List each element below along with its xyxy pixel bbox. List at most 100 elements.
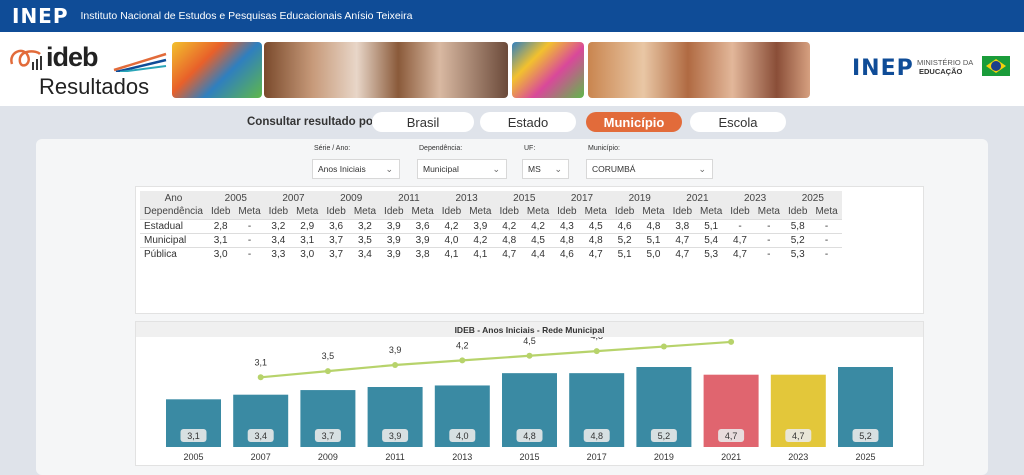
tab-escola[interactable]: Escola [690,112,786,132]
dependencia-value: Municipal [423,164,459,174]
table-cell: - [811,218,842,233]
table-cell: 4,4 [522,246,554,261]
serie-ano-label: Série / Ano: [314,145,351,152]
table-row: Estadual 2,8-3,2 2,9 3,6 3,2 3,9 3,6 4,2 3,9 4,2 4… [140,218,842,233]
dependencia-header: Dependência [140,205,207,219]
bar-value-label: 5,2 [859,431,872,441]
table-cell: 4,2 [522,218,554,233]
tab-brasil[interactable]: Brasil [372,112,474,132]
bar-value-label: 4,7 [725,431,738,441]
table-cell: 3,6 [322,218,350,233]
meta-point [257,374,264,381]
colorful-supplies-photo [512,42,584,98]
ideb-col-header: Ideb [437,205,466,219]
meta-value-label: 4,8 [590,337,603,341]
consult-by-label: Consultar resultado por: [247,116,382,128]
table-cell: 5,8 [783,218,812,233]
table-cell: 3,3 [264,246,293,261]
municipio-select[interactable]: CORUMBÁ ⌄ [586,159,713,179]
bar-label-box [382,429,409,442]
x-tick-label: 2013 [452,452,472,462]
meta-value-label: 3,1 [254,357,267,367]
table-cell: - [753,246,784,261]
dependencia-select[interactable]: Municipal ⌄ [417,159,507,179]
table-cell: - [811,246,842,261]
year-header: 2015 [495,191,554,205]
bar-label-box [650,429,677,442]
ministerio-line1: MINISTÉRIO DA [917,58,974,67]
ideb-table-container: Ano 2005 2007 2009 2011 2013 2015 2017 2019 2021… [135,186,924,314]
ideb-col-header: Ideb [610,205,639,219]
table-cell: 4,3 [553,218,581,233]
kids-smiling-photo [588,42,810,98]
ministerio-logo: MINISTÉRIO DA EDUCAÇÃO [917,58,973,76]
table-cell: 4,7 [580,246,611,261]
table-cell: 4,8 [553,232,581,247]
bar-label-box [449,429,476,442]
x-tick-label: 2007 [251,452,271,462]
resultados-title: Resultados [39,74,150,99]
meta-col-header: Meta [638,205,669,219]
chart-title: IDEB - Anos Iniciais - Rede Municipal [454,325,605,335]
banner: ideb Resultados INEP MINISTÉRIO DA EDUCA… [0,32,1024,106]
bar-label-box [314,429,341,442]
bar-value-label: 3,1 [187,431,200,441]
ideb-wordmark: ideb [46,42,99,72]
chevron-down-icon: ⌄ [698,164,706,174]
table-cell: 5,2 [783,232,812,247]
ideb-resultados-logo: ideb Resultados [6,40,171,102]
bar-value-label: 4,8 [590,431,603,441]
table-row: Municipal 3,1-3,4 3,1 3,7 3,5 3,9 3,9 4,0 4,2 4,8… [140,232,842,247]
meta-point [593,348,600,355]
table-cell: 4,7 [726,246,754,261]
uf-select[interactable]: MS ⌄ [522,159,569,179]
bar-label-box [852,429,879,442]
inep-logo-right: INEP [852,56,914,81]
meta-value-label: 4,5 [523,337,536,346]
tab-municipio[interactable]: Município [586,112,682,132]
meta-col-header: Meta [811,205,842,219]
table-cell: 3,7 [322,246,350,261]
ideb-table: Ano 2005 2007 2009 2011 2013 2015 2017 2019 2021… [140,191,842,261]
meta-point [324,368,331,375]
serie-ano-select[interactable]: Anos Iniciais ⌄ [312,159,400,179]
school-supplies-photo [172,42,262,98]
meta-col-header: Meta [234,205,265,219]
table-cell: 4,7 [726,232,754,247]
children-photo [264,42,508,98]
table-cell: 4,2 [465,232,496,247]
x-tick-label: 2023 [788,452,808,462]
table-cell: 4,2 [495,218,523,233]
table-cell: 4,1 [437,246,466,261]
x-tick-label: 2019 [654,452,674,462]
ideb-col-header: Ideb [495,205,523,219]
uf-label: UF: [524,145,536,152]
x-tick-label: 2009 [318,452,338,462]
ministerio-line2: EDUCAÇÃO [919,67,963,76]
table-cell: 5,3 [696,246,727,261]
tab-estado[interactable]: Estado [480,112,576,132]
table-cell: 4,0 [437,232,466,247]
chevron-down-icon: ⌄ [554,164,562,174]
table-cell: 5,1 [610,246,639,261]
bar-value-label: 3,4 [254,431,267,441]
table-cell: 4,7 [495,246,523,261]
meta-col-header: Meta [580,205,611,219]
table-cell: 3,1 [292,232,323,247]
table-cell: - [234,218,265,233]
year-header: 2017 [553,191,611,205]
row-label: Municipal [140,232,207,247]
ideb-col-header: Ideb [264,205,293,219]
meta-point [459,357,466,364]
ideb-chart-container: IDEB - Anos Iniciais - Rede Municipal 3,… [135,321,924,466]
table-cell: - [811,232,842,247]
table-cell: 3,7 [322,232,350,247]
table-cell: 3,8 [407,246,438,261]
table-cell: 5,3 [783,246,812,261]
ideb-col-header: Ideb [783,205,812,219]
dependencia-label: Dependência: [419,145,463,152]
table-cell: 4,6 [610,218,639,233]
meta-col-header: Meta [696,205,727,219]
meta-point [660,343,667,350]
meta-point [392,362,399,368]
